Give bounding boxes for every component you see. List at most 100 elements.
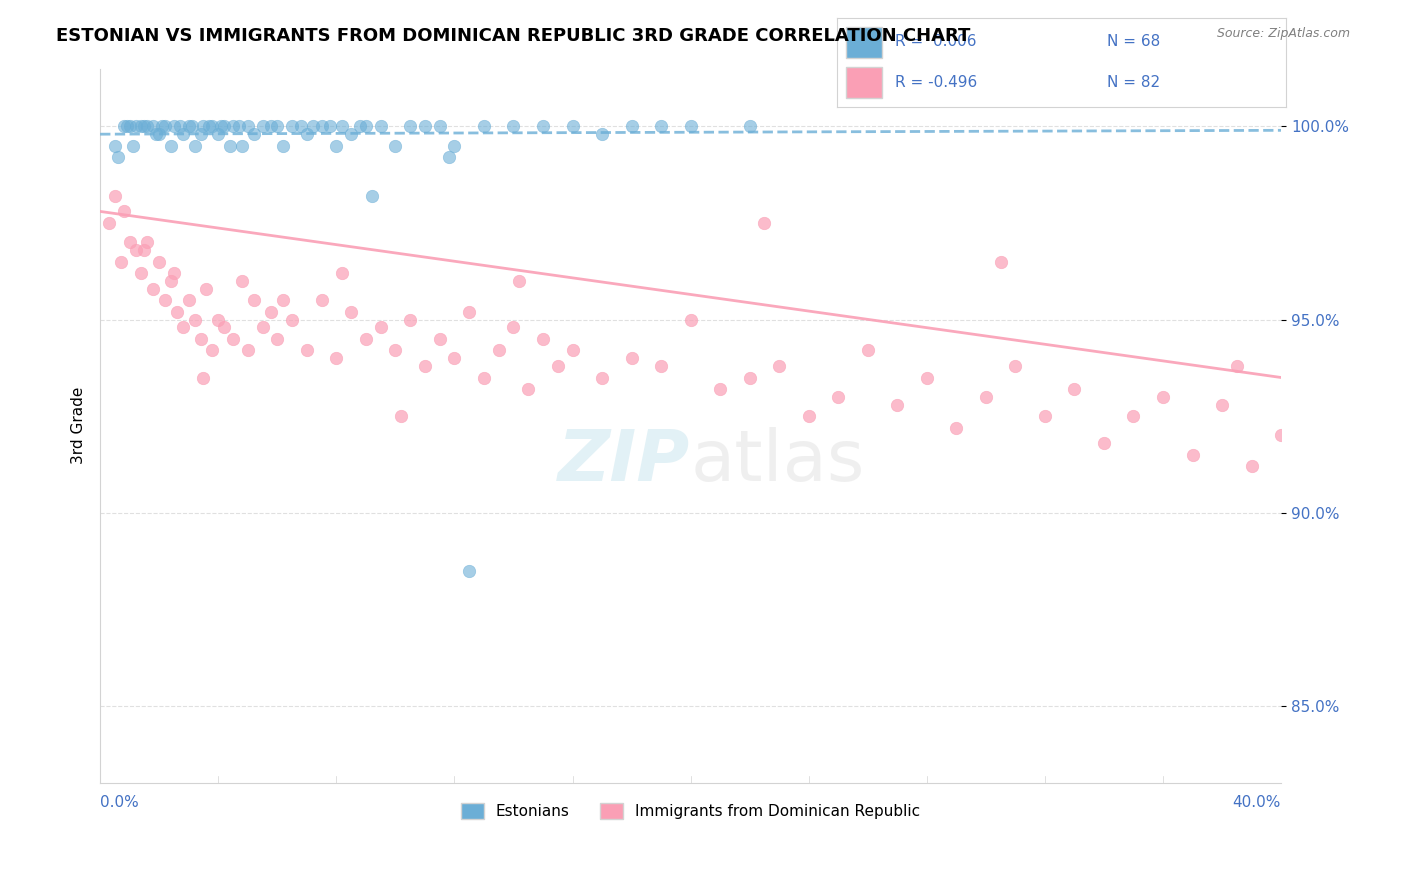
- Point: [1063, 382, 1085, 396]
- Text: N = 68: N = 68: [1107, 35, 1160, 49]
- Point: [1033, 409, 1056, 424]
- Point: [124, 120, 146, 134]
- Point: [827, 390, 849, 404]
- Point: [620, 351, 643, 366]
- Point: [112, 204, 135, 219]
- Point: [172, 320, 194, 334]
- Point: [561, 343, 583, 358]
- Point: [166, 305, 188, 319]
- Point: [650, 359, 672, 373]
- Point: [118, 120, 141, 134]
- Point: [429, 120, 451, 134]
- Point: [354, 332, 377, 346]
- Point: [183, 312, 205, 326]
- Point: [148, 254, 170, 268]
- Point: [974, 390, 997, 404]
- Point: [413, 120, 436, 134]
- Point: [370, 320, 392, 334]
- Point: [193, 120, 215, 134]
- Point: [1092, 436, 1115, 450]
- Point: [915, 370, 938, 384]
- Point: [443, 138, 465, 153]
- Point: [384, 343, 406, 358]
- Text: Source: ZipAtlas.com: Source: ZipAtlas.com: [1216, 27, 1350, 40]
- Point: [502, 120, 524, 134]
- Point: [738, 370, 761, 384]
- Point: [508, 274, 530, 288]
- Point: [437, 150, 460, 164]
- Point: [389, 409, 412, 424]
- Point: [443, 351, 465, 366]
- Point: [163, 120, 186, 134]
- Point: [104, 189, 127, 203]
- Point: [547, 359, 569, 373]
- Point: [110, 254, 132, 268]
- Point: [266, 332, 288, 346]
- Point: [131, 120, 153, 134]
- Point: [330, 266, 353, 280]
- Text: atlas: atlas: [690, 427, 865, 496]
- Point: [330, 120, 353, 134]
- Point: [98, 216, 121, 230]
- Y-axis label: 3rd Grade: 3rd Grade: [72, 387, 86, 465]
- Point: [115, 120, 138, 134]
- FancyBboxPatch shape: [845, 27, 882, 58]
- Point: [679, 120, 702, 134]
- Text: ESTONIAN VS IMMIGRANTS FROM DOMINICAN REPUBLIC 3RD GRADE CORRELATION CHART: ESTONIAN VS IMMIGRANTS FROM DOMINICAN RE…: [56, 27, 970, 45]
- Point: [399, 120, 422, 134]
- Text: R =  0.006: R = 0.006: [896, 35, 977, 49]
- Point: [252, 320, 274, 334]
- Point: [236, 120, 259, 134]
- Point: [193, 370, 215, 384]
- Point: [142, 282, 165, 296]
- Point: [325, 351, 347, 366]
- FancyBboxPatch shape: [845, 67, 882, 98]
- Point: [349, 120, 371, 134]
- Point: [104, 138, 127, 153]
- Point: [180, 120, 202, 134]
- Point: [360, 189, 382, 203]
- Point: [295, 343, 318, 358]
- Point: [399, 312, 422, 326]
- Point: [207, 127, 229, 141]
- Point: [1152, 390, 1174, 404]
- Point: [738, 120, 761, 134]
- Point: [531, 332, 554, 346]
- Point: [260, 120, 283, 134]
- Point: [340, 305, 363, 319]
- Point: [242, 127, 264, 141]
- Point: [384, 138, 406, 153]
- Point: [136, 120, 159, 134]
- Point: [990, 254, 1012, 268]
- Point: [212, 120, 235, 134]
- Point: [709, 382, 731, 396]
- Text: 0.0%: 0.0%: [100, 795, 139, 810]
- Point: [207, 312, 229, 326]
- Point: [886, 398, 908, 412]
- Point: [134, 120, 156, 134]
- Point: [370, 120, 392, 134]
- Point: [591, 370, 613, 384]
- Point: [1181, 448, 1204, 462]
- Point: [177, 120, 200, 134]
- Point: [271, 138, 294, 153]
- Point: [236, 343, 259, 358]
- Point: [145, 127, 167, 141]
- Point: [153, 120, 176, 134]
- Point: [472, 120, 495, 134]
- Point: [856, 343, 879, 358]
- Point: [222, 332, 245, 346]
- Point: [754, 216, 776, 230]
- Point: [160, 138, 183, 153]
- Point: [172, 127, 194, 141]
- Point: [134, 243, 156, 257]
- Point: [319, 120, 342, 134]
- Point: [1004, 359, 1026, 373]
- Point: [169, 120, 191, 134]
- Point: [190, 127, 212, 141]
- Point: [136, 235, 159, 250]
- Point: [177, 293, 200, 308]
- Point: [201, 120, 224, 134]
- Point: [281, 312, 304, 326]
- Point: [112, 120, 135, 134]
